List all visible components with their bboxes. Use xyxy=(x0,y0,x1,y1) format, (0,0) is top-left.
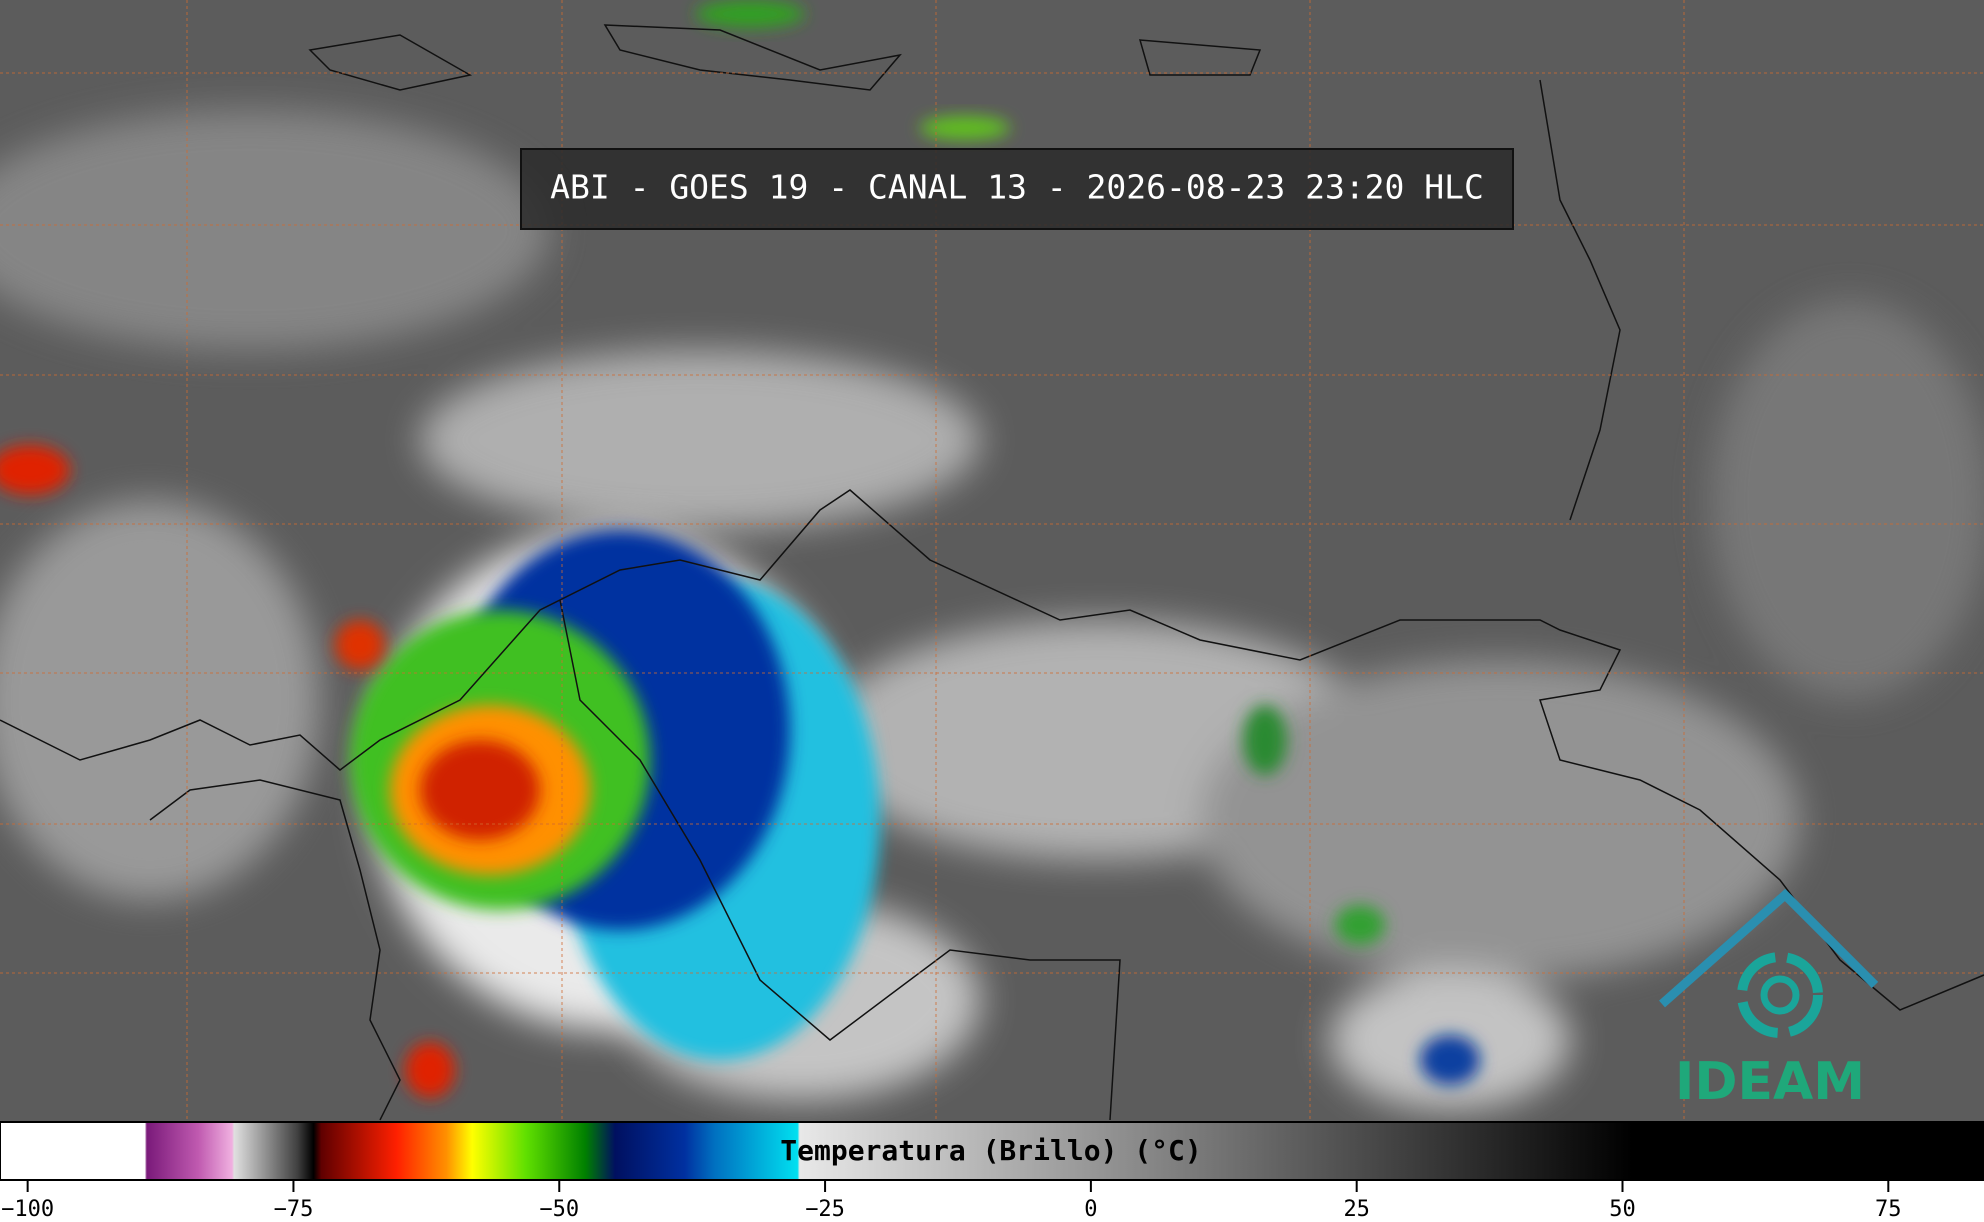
logo: IDEAM xyxy=(1659,888,1879,1112)
colorbar xyxy=(0,1121,1984,1181)
tick-label: −75 xyxy=(274,1197,314,1222)
tick-label: 75 xyxy=(1875,1197,1902,1222)
tick-label: −50 xyxy=(539,1197,579,1222)
tick-label: −100 xyxy=(1,1197,54,1222)
colorbar-ticks: −100 −75 −50 −25 0 25 50 75 xyxy=(1,1180,1902,1222)
storm-system xyxy=(0,0,1480,1098)
coastlines xyxy=(0,24,1984,1121)
tick-label: −25 xyxy=(805,1197,845,1222)
title-box xyxy=(520,148,1514,230)
title: ABI - GOES 19 - CANAL 13 - 2026-08-23 23… xyxy=(550,168,1484,207)
colorbar-label: Temperatura (Brillo) (°C) xyxy=(780,1134,1201,1167)
tick-label: 50 xyxy=(1609,1197,1636,1222)
logo-text: IDEAM xyxy=(1675,1052,1865,1112)
tick-label: 25 xyxy=(1343,1197,1370,1222)
tick-label: 0 xyxy=(1084,1197,1097,1222)
